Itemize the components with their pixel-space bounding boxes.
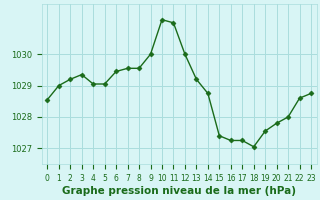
- X-axis label: Graphe pression niveau de la mer (hPa): Graphe pression niveau de la mer (hPa): [62, 186, 296, 196]
